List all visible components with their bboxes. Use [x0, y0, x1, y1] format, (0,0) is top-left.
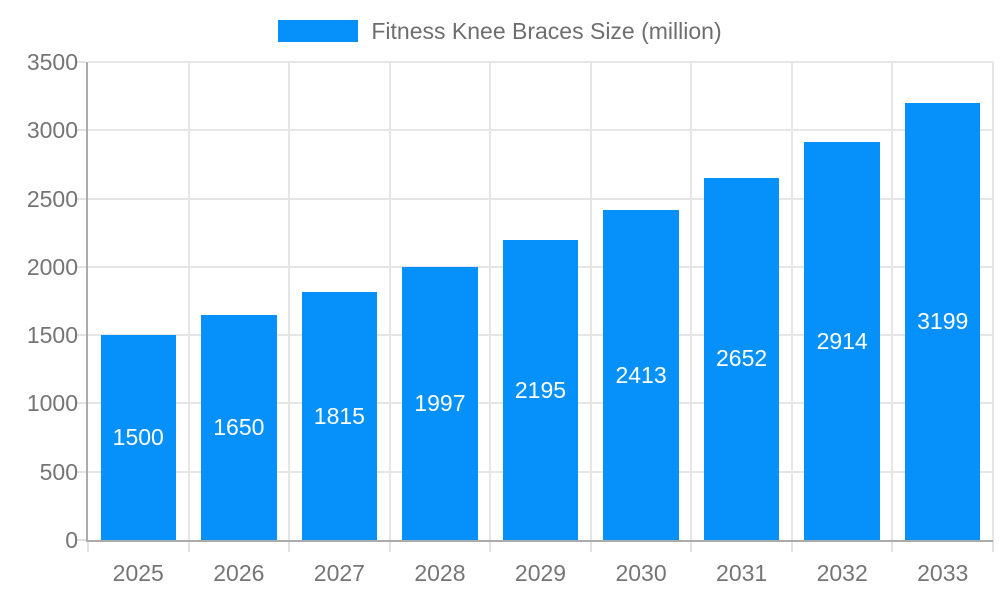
y-tick-mark	[76, 129, 86, 132]
x-tick-label-2030: 2030	[615, 560, 667, 586]
gridline-y-2500	[88, 197, 993, 200]
y-tick-label-1500: 1500	[26, 322, 78, 349]
bar-2025: 1500	[100, 335, 176, 540]
x-tick-label-2031: 2031	[716, 560, 768, 586]
plot-area: 1500 1650 1815 1997 2195 2413 2652 2914 3199	[76, 61, 994, 552]
x-tick-mark	[690, 540, 693, 552]
y-tick-label-0: 0	[65, 527, 78, 553]
y-tick-mark	[76, 61, 86, 63]
x-tick-mark	[891, 540, 894, 552]
gridline-x-8	[891, 62, 894, 540]
gridline-x-9	[992, 62, 994, 540]
bar-value-label: 1650	[213, 413, 265, 440]
gridline-x-3	[388, 62, 391, 540]
bar-2026: 1650	[201, 314, 277, 540]
x-tick-label-2025: 2025	[112, 560, 164, 586]
bar-2033: 3199	[905, 103, 981, 540]
bar-value-label: 2652	[716, 345, 768, 372]
bar-value-label: 2195	[514, 376, 567, 403]
y-tick-label-2500: 2500	[26, 185, 78, 212]
gridline-x-7	[790, 62, 793, 540]
y-tick-mark	[76, 265, 86, 268]
x-tick-mark	[489, 540, 492, 552]
chart-legend[interactable]: Fitness Knee Braces Size (million)	[0, 16, 1000, 46]
gridline-y-3500	[88, 61, 993, 63]
x-tick-mark	[388, 540, 391, 552]
x-tick-label-2032: 2032	[816, 560, 868, 586]
bar-value-label: 1500	[112, 424, 164, 451]
gridline-x-2	[288, 62, 291, 540]
y-tick-label-2000: 2000	[26, 253, 78, 280]
x-tick-label-2033: 2033	[917, 560, 969, 586]
bar-2027: 1815	[301, 292, 378, 540]
gridline-x-6	[690, 62, 693, 540]
legend-label: Fitness Knee Braces Size (million)	[371, 17, 722, 44]
gridline-x-5	[589, 62, 592, 540]
gridline-x-1	[187, 62, 190, 540]
bar-value-label: 1997	[414, 390, 466, 417]
x-tick-label-2029: 2029	[514, 560, 567, 586]
y-tick-mark	[76, 539, 86, 541]
y-tick-mark	[76, 197, 86, 200]
x-tick-mark	[288, 540, 291, 552]
bar-value-label: 1815	[313, 402, 365, 429]
x-axis-line	[88, 540, 993, 542]
y-tick-mark	[76, 470, 86, 473]
x-tick-label-2027: 2027	[313, 560, 365, 586]
x-tick-mark	[187, 540, 190, 552]
x-tick-mark	[790, 540, 793, 552]
x-tick-mark	[589, 540, 592, 552]
y-tick-label-500: 500	[39, 458, 78, 485]
bar-value-label: 3199	[917, 308, 969, 335]
bar-value-label: 2914	[816, 327, 868, 354]
bar-2031: 2652	[703, 177, 780, 540]
bar-2032: 2914	[804, 142, 880, 540]
x-tick-mark	[87, 540, 89, 552]
y-axis-line	[86, 62, 88, 542]
gridline-y-3000	[88, 129, 993, 132]
bar-2028: 1997	[402, 267, 478, 540]
legend-swatch-icon	[278, 20, 359, 42]
bar-2029: 2195	[502, 240, 579, 540]
gridline-x-4	[489, 62, 492, 540]
x-tick-label-2026: 2026	[213, 560, 265, 586]
y-tick-label-3000: 3000	[26, 117, 78, 144]
x-tick-label-2028: 2028	[414, 560, 466, 586]
bar-2030: 2413	[603, 210, 679, 540]
y-tick-label-1000: 1000	[26, 390, 78, 417]
x-tick-mark	[992, 540, 994, 552]
bar-value-label: 2413	[615, 361, 667, 388]
y-tick-label-3500: 3500	[26, 49, 78, 75]
y-tick-mark	[76, 402, 86, 405]
y-tick-mark	[76, 334, 86, 337]
